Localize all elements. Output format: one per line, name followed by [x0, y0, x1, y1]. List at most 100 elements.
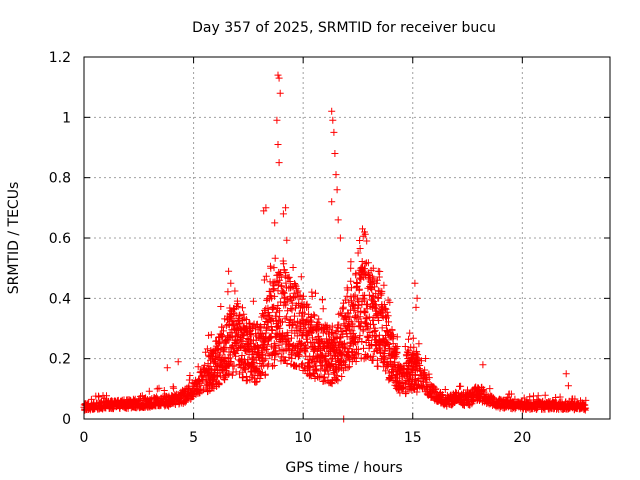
- data-point: [239, 373, 247, 381]
- data-point: [373, 279, 381, 287]
- data-point: [236, 311, 244, 319]
- data-point: [370, 320, 377, 328]
- data-point: [222, 322, 230, 330]
- data-point: [457, 382, 465, 390]
- data-point: [233, 345, 241, 353]
- data-point: [242, 316, 250, 323]
- data-point: [275, 74, 283, 82]
- data-points: [80, 71, 590, 423]
- data-point: [361, 260, 369, 268]
- data-point: [271, 254, 279, 262]
- data-point: [267, 264, 275, 272]
- data-point: [170, 384, 178, 392]
- data-point: [103, 392, 110, 400]
- data-point: [283, 360, 291, 367]
- data-point: [358, 338, 366, 345]
- data-point: [286, 278, 294, 285]
- data-point: [382, 305, 390, 313]
- data-point: [375, 317, 383, 324]
- data-point: [564, 382, 572, 390]
- tick-labels: 0 0.2 0.4 0.6 0.8 1 1.2 0 5 10 15 20: [49, 50, 532, 446]
- data-point: [313, 367, 320, 375]
- data-point: [363, 237, 371, 245]
- data-point: [413, 348, 421, 356]
- data-point: [280, 288, 288, 296]
- data-point: [347, 264, 355, 272]
- data-point: [441, 386, 449, 393]
- data-point: [235, 320, 243, 328]
- data-point: [369, 316, 377, 324]
- data-point: [274, 141, 282, 148]
- data-point: [224, 288, 232, 296]
- data-point: [304, 303, 312, 311]
- data-point: [263, 345, 271, 353]
- data-point: [571, 395, 579, 403]
- data-point: [479, 361, 487, 369]
- data-point: [340, 299, 347, 307]
- data-point: [272, 329, 280, 337]
- data-point: [217, 303, 225, 310]
- data-point: [216, 351, 224, 359]
- data-point: [297, 273, 305, 281]
- data-point: [239, 304, 246, 312]
- data-point: [282, 279, 290, 287]
- data-point: [331, 150, 339, 157]
- data-point: [582, 404, 590, 412]
- data-point: [268, 294, 276, 302]
- data-point: [243, 335, 251, 342]
- data-point: [308, 318, 316, 326]
- data-point: [425, 374, 433, 382]
- data-point: [412, 303, 420, 311]
- data-point: [343, 292, 351, 300]
- data-point: [395, 386, 403, 394]
- data-point: [325, 370, 333, 378]
- data-point: [375, 345, 383, 353]
- data-point: [280, 260, 288, 268]
- data-point: [295, 327, 303, 335]
- data-point: [155, 384, 163, 392]
- data-point: [273, 116, 281, 124]
- data-point: [308, 292, 316, 300]
- data-point: [289, 264, 297, 271]
- data-point: [303, 332, 311, 340]
- data-point: [221, 376, 229, 384]
- data-point: [352, 269, 360, 277]
- data-point: [371, 283, 379, 291]
- data-point: [347, 258, 355, 266]
- data-point: [414, 360, 422, 368]
- data-point: [353, 279, 361, 286]
- x-tick-label: 0: [80, 430, 89, 446]
- data-point: [237, 344, 244, 351]
- data-point: [386, 298, 394, 306]
- data-point: [285, 273, 293, 281]
- data-point: [364, 259, 372, 267]
- y-tick-label: 1.2: [49, 50, 71, 66]
- data-point: [415, 340, 423, 348]
- data-point: [268, 326, 276, 334]
- data-point: [274, 71, 282, 79]
- data-point: [357, 318, 365, 326]
- y-tick-label: 0.6: [49, 231, 71, 247]
- data-point: [300, 292, 307, 300]
- data-point: [354, 249, 362, 257]
- data-point: [365, 337, 373, 344]
- data-point: [216, 338, 224, 346]
- data-point: [361, 228, 368, 236]
- data-point: [261, 336, 269, 344]
- data-point: [276, 324, 284, 332]
- data-point: [220, 344, 228, 352]
- data-point: [302, 345, 310, 352]
- data-point: [310, 311, 318, 319]
- data-point: [269, 362, 276, 370]
- data-point: [387, 357, 395, 365]
- data-point: [412, 371, 419, 379]
- data-point: [288, 306, 296, 314]
- data-point: [407, 369, 415, 377]
- data-point: [350, 323, 358, 331]
- data-point: [282, 269, 290, 276]
- data-point: [369, 264, 377, 272]
- data-point: [268, 327, 276, 334]
- data-point: [334, 377, 342, 385]
- data-point: [298, 295, 306, 303]
